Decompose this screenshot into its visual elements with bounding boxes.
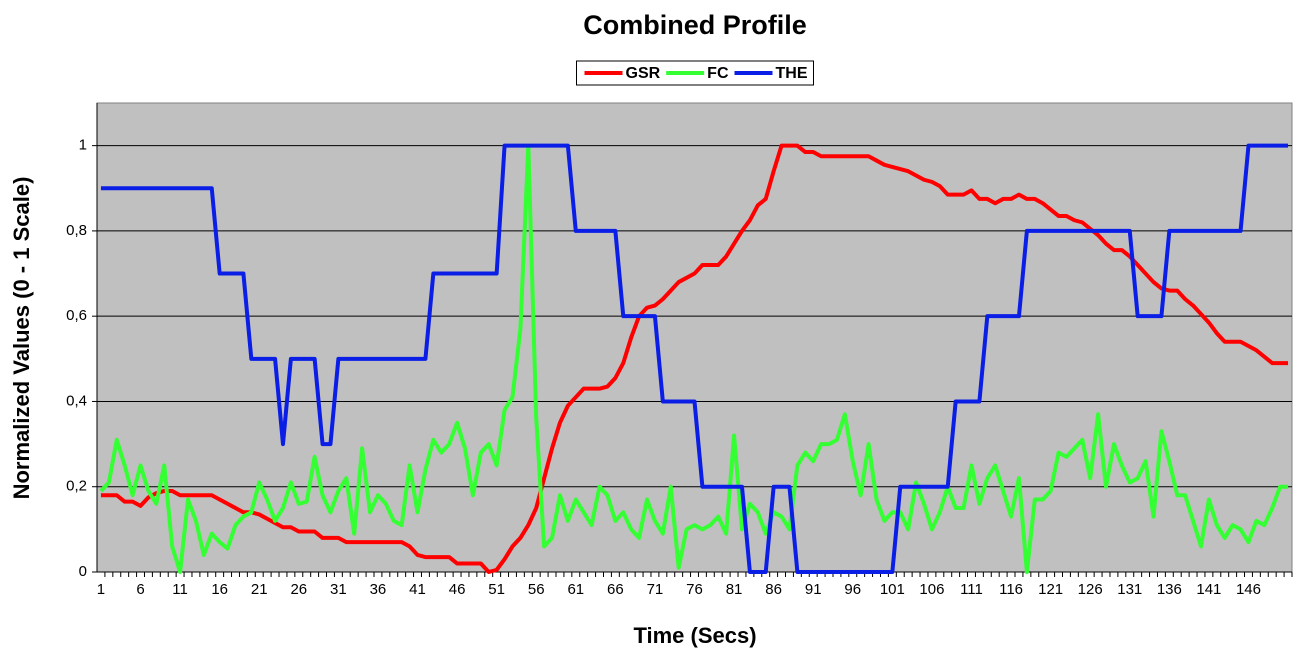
legend-label: THE (776, 65, 808, 82)
y-tick-label: 0,6 (66, 307, 87, 324)
x-tick-label: 116 (999, 581, 1023, 598)
series-line (100, 143, 1289, 574)
x-tick-label: 26 (290, 581, 307, 598)
x-tick-label: 91 (805, 581, 822, 598)
x-tick-label: 36 (370, 581, 387, 598)
x-tick-label: 51 (488, 581, 505, 598)
x-tick-label: 146 (1236, 581, 1261, 598)
x-tick-label: 56 (528, 581, 545, 598)
x-tick-label: 11 (172, 581, 188, 598)
x-tick-label: 21 (251, 581, 268, 598)
x-axis-title: Time (Secs) (633, 623, 756, 648)
series-line (100, 143, 1289, 574)
plot-area (96, 102, 1293, 573)
x-tick-label: 106 (919, 581, 944, 598)
legend-label: GSR (626, 65, 661, 82)
x-tick-label: 41 (409, 581, 426, 598)
x-tick-label: 71 (647, 581, 664, 598)
x-tick-label: 16 (211, 581, 228, 598)
y-tick-label: 1 (79, 137, 87, 154)
x-tick-label: 141 (1196, 581, 1221, 598)
x-tick-label: 136 (1157, 581, 1182, 598)
y-tick-label: 0,4 (66, 392, 87, 409)
x-tick-label: 101 (880, 581, 905, 598)
y-axis-title: Normalized Values (0 - 1 Scale) (9, 177, 34, 500)
x-tick-label: 31 (330, 581, 347, 598)
x-tick-label: 6 (136, 581, 144, 598)
legend-label: FC (707, 65, 729, 82)
x-tick-label: 126 (1078, 581, 1103, 598)
x-tick-label: 76 (686, 581, 703, 598)
x-tick-label: 46 (449, 581, 466, 598)
y-tick-label: 0 (79, 563, 87, 580)
legend: GSR FC THE (576, 60, 814, 86)
x-tick-label: 66 (607, 581, 624, 598)
y-tick-label: 0,8 (66, 222, 87, 239)
x-tick-label: 131 (1117, 581, 1142, 598)
x-tick-label: 86 (765, 581, 782, 598)
x-tick-label: 61 (567, 581, 584, 598)
x-tick-label: 96 (844, 581, 861, 598)
x-tick-label: 121 (1038, 581, 1063, 598)
chart-title: Combined Profile (583, 10, 807, 40)
x-tick-label: 111 (960, 581, 983, 598)
series-line (99, 143, 1289, 574)
x-tick-label: 81 (726, 581, 743, 598)
y-tick-label: 0,2 (66, 478, 87, 495)
x-tick-label: 1 (97, 581, 105, 598)
